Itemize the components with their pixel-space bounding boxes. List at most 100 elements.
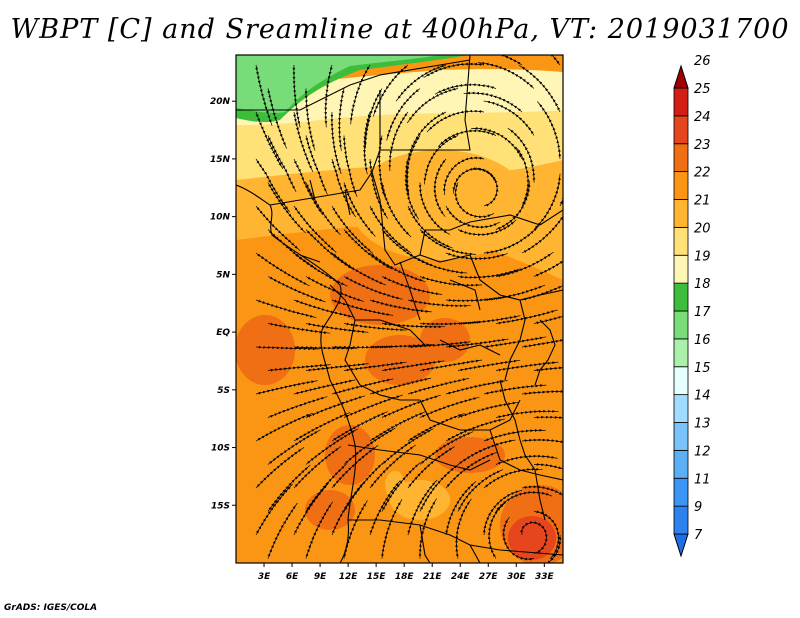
streamline [363,111,371,175]
lon-tick-label: 30E [507,572,527,582]
colorbar-label: 11 [694,472,711,487]
streamline [369,299,432,313]
streamline [521,485,563,496]
grads-credit: GrADS: IGES/COLA [4,603,98,613]
colorbar-segment [673,282,689,312]
lon-tick-label: 3E [258,572,271,582]
streamline [457,401,520,418]
streamline [324,64,333,128]
streamlines [255,55,563,563]
streamline [502,516,535,561]
colorbar-segment [673,366,689,396]
colorbar-label: 19 [694,249,711,264]
streamline [331,299,394,316]
lat-tick-label: 5N [216,270,230,280]
latitude-axis: 20N 15N 10N 5N EQ 5S 10S 15S [210,97,236,511]
streamline [521,339,563,348]
colorbar-label: 15 [694,361,711,376]
streamline [487,55,523,66]
streamline [407,252,467,274]
streamline [550,55,561,66]
colorbar-label: 17 [694,305,711,320]
colorbar-segment [673,505,689,535]
colorbar-label: 7 [694,528,703,543]
streamline [483,336,547,349]
streamline [343,276,403,300]
streamline [521,212,563,254]
lon-tick-label: 21E [423,572,443,582]
colorbar-segment [673,226,689,256]
colorbar-label: 21 [694,194,711,209]
lat-tick-label: 10N [210,213,231,223]
streamline [495,251,554,278]
colorbar-label: 16 [694,333,711,348]
colorbar-label: 18 [694,277,711,292]
lat-tick-label: 20N [210,97,231,107]
streamline [305,322,369,334]
country-borders [236,55,563,563]
colorbar-label: 23 [694,138,711,153]
colorbar-label: 24 [694,110,711,125]
streamline [407,299,471,308]
lat-tick-label: 10S [211,444,230,454]
colorbar-segment [673,310,689,340]
longitude-axis: 3E 6E 9E 12E 15E 18E 21E 24E 27E 30E 33E [258,563,555,582]
lon-tick-label: 9E [314,572,327,582]
colorbar-label: 12 [694,444,711,459]
streamline [419,396,480,418]
streamline [495,180,531,230]
streamline [349,64,371,125]
colorbar-label: 20 [694,221,711,236]
colorbar-segment [673,64,689,89]
lat-tick-label: 15S [211,501,230,511]
lon-tick-label: 24E [451,572,471,582]
colorbar-segment [673,338,689,368]
lon-tick-label: 6E [286,572,299,582]
colorbar-segment [673,533,689,558]
streamline [267,502,298,559]
colorbar-label: 14 [694,389,711,404]
colorbar-segment [673,87,689,117]
streamline [418,498,437,559]
streamline [388,111,409,172]
streamline [521,390,563,396]
colorbar-label: 22 [694,166,711,181]
streamline [468,167,499,207]
streamline [533,415,563,419]
colorbar-segment [673,143,689,173]
streamline [559,187,563,207]
streamline [533,315,563,325]
streamline [455,498,472,559]
lon-tick-label: 12E [339,572,359,582]
streamline [380,499,403,559]
lat-tick-label: 15N [210,155,231,165]
streamline [534,463,563,470]
streamline [445,380,508,395]
streamline [483,100,535,136]
lat-tick-label: EQ [216,328,230,338]
map-frame [235,54,564,564]
colorbar-label: 13 [694,417,711,432]
colorbar-label: 26 [694,54,711,69]
colorbar-segment [673,449,689,479]
colorbar-segment [673,422,689,451]
streamline [533,260,563,277]
colorbar-segment [673,394,689,423]
lon-tick-label: 15E [367,572,387,582]
streamline [419,276,483,287]
streamline [495,361,559,372]
colorbar-segment [673,477,689,507]
colorbar-segment [673,171,689,200]
streamline [483,384,547,395]
streamline [518,65,561,113]
streamline [423,62,485,78]
streamline [533,366,563,372]
streamline [305,501,333,559]
streamline [483,428,546,442]
streamline [537,101,562,160]
colorbar-label: 9 [694,500,702,515]
lon-tick-label: 33E [535,572,555,582]
map-title: WBPT [C] and Sreamline at 400hPa, VT: 20… [10,14,790,45]
colorbar: 7 9 11 12 13 14 15 16 17 18 19 20 21 22 23 24 25 26 [673,54,711,558]
